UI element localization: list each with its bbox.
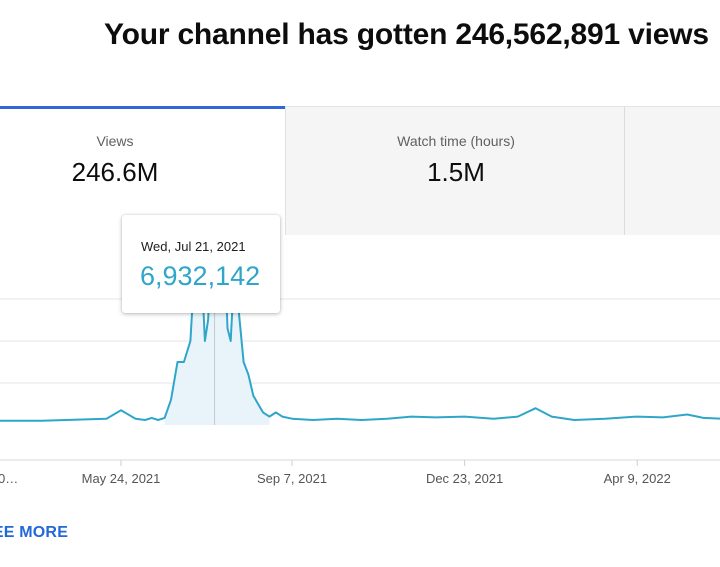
tab-watch-time-label: Watch time (hours) [397,133,515,149]
x-tick-label: Apr 9, 2022 [604,471,671,486]
tab-watch-time[interactable]: Watch time (hours) 1.5M [285,106,625,235]
x-tick-label: Sep 7, 2021 [257,471,327,486]
page-headline: Your channel has gotten 246,562,891 view… [104,18,709,51]
tab-watch-time-value: 1.5M [427,157,485,187]
tab-views-label: Views [96,133,134,149]
x-tick-label: Feb 26, 20… [0,471,18,486]
highlight-area [164,234,270,425]
see-more-link[interactable]: SEE MORE [0,524,69,541]
metric-tabs: Views 246.6M Watch time (hours) 1.5M [0,106,720,237]
chart-tooltip: Wed, Jul 21, 2021 6,932,142 [122,215,280,313]
tab-views-value: 246.6M [71,157,159,187]
tooltip-value: 6,932,142 [140,261,261,291]
views-series-line [0,234,720,422]
tooltip-date: Wed, Jul 21, 2021 [141,239,246,254]
views-chart[interactable]: Feb 26, 20… May 24, 2021 Sep 7, 2021 Dec 23… [0,234,720,514]
tab-third-metric[interactable] [624,106,720,235]
x-tick-label: May 24, 2021 [82,471,161,486]
x-tick-label: Dec 23, 2021 [426,471,503,486]
